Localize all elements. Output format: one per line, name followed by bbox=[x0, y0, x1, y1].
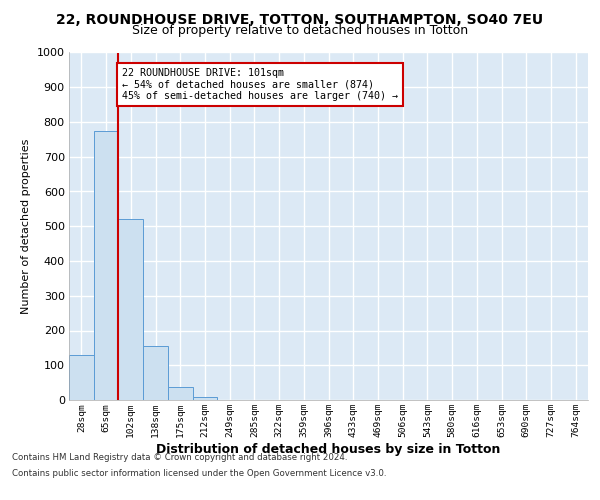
X-axis label: Distribution of detached houses by size in Totton: Distribution of detached houses by size … bbox=[157, 443, 500, 456]
Text: 22, ROUNDHOUSE DRIVE, TOTTON, SOUTHAMPTON, SO40 7EU: 22, ROUNDHOUSE DRIVE, TOTTON, SOUTHAMPTO… bbox=[56, 12, 544, 26]
Bar bbox=[193, 396, 217, 400]
Text: Contains HM Land Registry data © Crown copyright and database right 2024.: Contains HM Land Registry data © Crown c… bbox=[12, 454, 347, 462]
Bar bbox=[94, 130, 118, 400]
Bar bbox=[143, 346, 168, 400]
Bar bbox=[69, 355, 94, 400]
Text: Contains public sector information licensed under the Open Government Licence v3: Contains public sector information licen… bbox=[12, 468, 386, 477]
Text: Size of property relative to detached houses in Totton: Size of property relative to detached ho… bbox=[132, 24, 468, 37]
Bar bbox=[118, 220, 143, 400]
Y-axis label: Number of detached properties: Number of detached properties bbox=[21, 138, 31, 314]
Text: 22 ROUNDHOUSE DRIVE: 101sqm
← 54% of detached houses are smaller (874)
45% of se: 22 ROUNDHOUSE DRIVE: 101sqm ← 54% of det… bbox=[122, 68, 398, 102]
Bar bbox=[168, 387, 193, 400]
